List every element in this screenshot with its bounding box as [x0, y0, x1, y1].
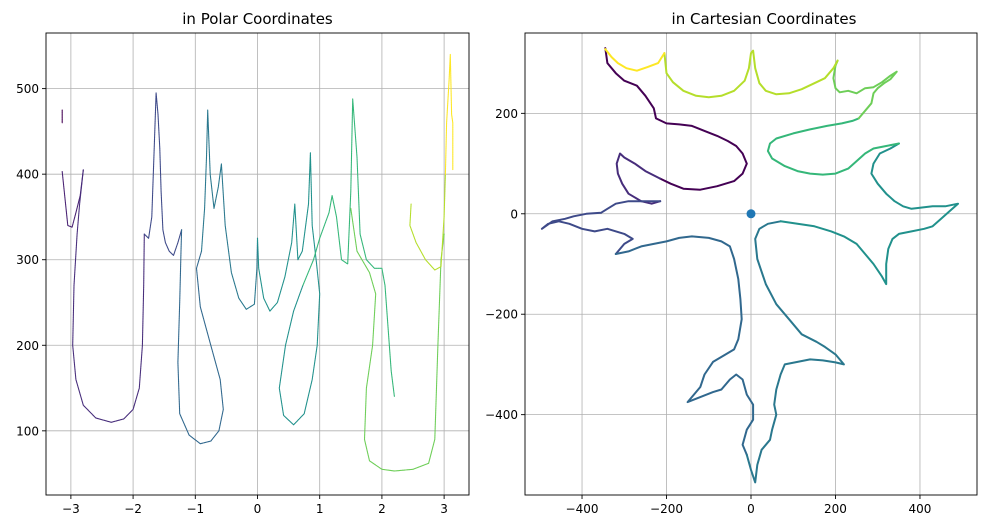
polar-y-tick-label: 300 — [16, 253, 39, 267]
cartesian-y-tick-label: 0 — [510, 207, 518, 221]
polar-series-3 — [143, 92, 183, 256]
cartesian-series-7 — [832, 59, 898, 120]
polar-series-7 — [302, 98, 395, 398]
polar-y-tick-label: 200 — [16, 339, 39, 353]
cartesian-x-tick-label: −400 — [566, 502, 599, 516]
cartesian-x-tick-label: 0 — [747, 502, 755, 516]
polar-series-10 — [444, 53, 454, 175]
cartesian-series-0 — [604, 47, 748, 191]
polar-x-tick-label: 0 — [254, 502, 262, 516]
polar-series-9 — [409, 173, 446, 271]
cartesian-y-tick-label: −200 — [485, 308, 518, 322]
polar-series-6 — [256, 152, 321, 426]
polar-series-8 — [350, 207, 445, 472]
cartesian-series-1 — [615, 152, 662, 205]
polar-y-tick-label: 400 — [16, 168, 39, 182]
cartesian-series-9 — [604, 48, 666, 72]
cartesian-series-3 — [614, 235, 755, 456]
cartesian-x-tick-label: 200 — [824, 502, 847, 516]
polar-y-tick-label: 500 — [16, 82, 39, 96]
cartesian-y-tick-label: 200 — [495, 107, 518, 121]
polar-series-2 — [72, 169, 145, 423]
polar-x-tick-label: 1 — [316, 502, 324, 516]
cartesian-series-8 — [663, 49, 839, 99]
cartesian-y-tick-label: −400 — [485, 408, 518, 422]
polar-chart-title: in Polar Coordinates — [182, 10, 333, 28]
cartesian-series-5 — [779, 142, 959, 286]
polar-x-tick-label: −2 — [124, 502, 142, 516]
polar-series-5 — [200, 109, 259, 310]
polar-x-tick-label: −1 — [186, 502, 204, 516]
polar-x-tick-label: 2 — [378, 502, 386, 516]
polar-x-tick-label: 3 — [440, 502, 448, 516]
polar-y-tick-label: 100 — [16, 424, 39, 438]
polar-x-tick-label: −3 — [62, 502, 80, 516]
cartesian-x-tick-label: −200 — [650, 502, 683, 516]
polar-series-4 — [177, 229, 224, 445]
cartesian-series-2 — [540, 200, 662, 255]
origin-point — [746, 209, 756, 219]
cartesian-x-tick-label: 400 — [909, 502, 932, 516]
cartesian-chart-panel: in Cartesian Coordinates −400 −200 0 200 400… — [485, 10, 978, 516]
cartesian-chart-title: in Cartesian Coordinates — [672, 10, 857, 28]
polar-chart-panel: in Polar Coordinates −3 −2 −1 0 1 2 3 100 200 300… — [16, 10, 470, 516]
cartesian-series-4 — [745, 220, 845, 484]
cartesian-series-6 — [766, 117, 900, 176]
